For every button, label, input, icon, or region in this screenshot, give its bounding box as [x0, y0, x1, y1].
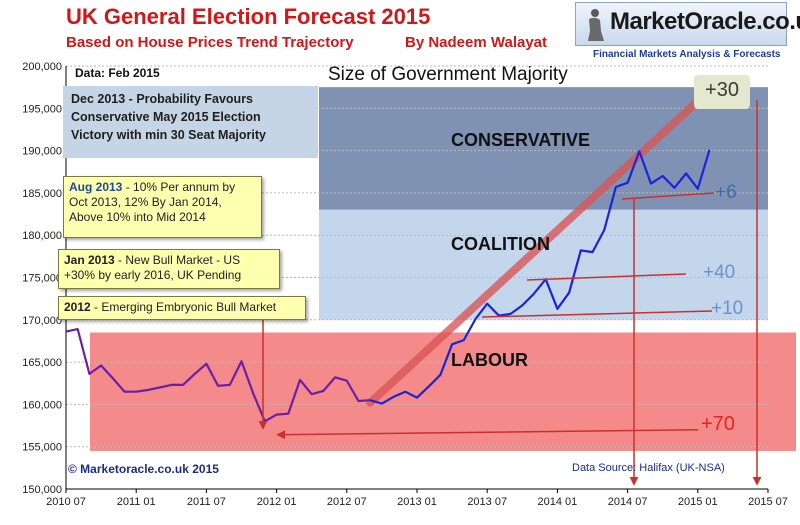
chart-author: By Nadeem Walayat — [405, 34, 548, 51]
majority-plus6: +6 — [715, 182, 737, 203]
x-tick-label: 2014 01 — [538, 496, 578, 508]
dec-2013-note: Dec 2013 - Probability Favours Conservat… — [63, 86, 318, 158]
logo-tagline: Financial Markets Analysis & Forecasts — [593, 49, 781, 60]
y-tick-label: 155,000 — [22, 442, 62, 454]
copyright-note: © Marketoracle.co.uk 2015 — [68, 462, 219, 476]
note-2012: 2012 - Emerging Embryonic Bull Market — [58, 296, 306, 320]
plus70-arrow — [276, 429, 699, 440]
y-tick-label: 195,000 — [22, 103, 62, 115]
majority-plus10: +10 — [711, 298, 744, 319]
y-tick-label: 170,000 — [22, 315, 62, 327]
dec-2013-line: Conservative May 2015 Election — [71, 110, 261, 124]
dec-2013-line: Dec 2013 - Probability Favours — [71, 92, 254, 106]
x-tick-label: 2011 07 — [187, 496, 226, 508]
labour-label: LABOUR — [451, 350, 528, 370]
plus40-line — [526, 273, 687, 281]
y-tick-label: 190,000 — [22, 146, 62, 158]
region-band — [319, 209, 768, 320]
majority-plus70: +70 — [701, 413, 735, 435]
jan-2013-note: Jan 2013 - New Bull Market - US +30% by … — [58, 249, 280, 289]
x-tick-label: 2013 07 — [467, 496, 507, 508]
y-tick-label: 175,000 — [22, 273, 62, 285]
series-line-pre-2012 — [65, 328, 371, 423]
aug-2013-note: Aug 2013 - 10% Per annum by Oct 2013, 12… — [63, 176, 262, 238]
x-tick-label: 2014 07 — [608, 496, 648, 508]
note-2012-head: 2012 — [64, 300, 91, 314]
aug-2013-line: Oct 2013, 12% By Jan 2014, — [69, 195, 222, 209]
jan-2013-head: Jan 2013 — [64, 253, 115, 267]
logo-banner: MarketOracle.co.uk — [575, 2, 800, 46]
coalition-label: COALITION — [451, 234, 550, 254]
jan-2013-line: +30% by early 2016, UK Pending — [64, 268, 242, 282]
x-tick-label: 2015 01 — [678, 496, 718, 508]
y-tick-label: 180,000 — [22, 230, 62, 242]
majority-plus40: +40 — [703, 262, 736, 283]
y-tick-label: 150,000 — [22, 484, 62, 496]
marketoracle-logo: MarketOracle.co.uk Financial Markets Ana… — [575, 2, 800, 60]
conservative-label: CONSERVATIVE — [451, 130, 591, 150]
chart-subtitle: Based on House Prices Trend Trajectory — [66, 34, 354, 51]
plus6-line — [621, 192, 715, 200]
x-tick-label: 2012 01 — [257, 496, 297, 508]
y-tick-label: 160,000 — [22, 399, 62, 411]
y-tick-label: 200,000 — [22, 61, 62, 73]
x-tick-label: 2013 01 — [397, 496, 437, 508]
plus10-line — [481, 310, 713, 318]
region-band — [90, 332, 796, 451]
jan-2013-line: - New Bull Market - US — [114, 253, 241, 267]
logo-name: MarketOracle.co.uk — [610, 8, 800, 35]
x-tick-label: 2011 01 — [117, 496, 156, 508]
y-tick-label: 185,000 — [22, 188, 62, 200]
aug-2013-line: - 10% Per annum by — [122, 180, 236, 194]
x-tick-label: 2012 07 — [327, 496, 367, 508]
y-tick-label: 165,000 — [22, 357, 62, 369]
thinker-icon — [588, 9, 604, 41]
data-source-note: Data Source: Halifax (UK-NSA) — [572, 462, 725, 474]
trend-arrow — [366, 75, 726, 407]
majority-plus30: +30 — [694, 75, 750, 109]
note-2012-text: - Emerging Embryonic Bull Market — [90, 300, 277, 314]
dec-2013-line: Victory with min 30 Seat Majority — [71, 128, 266, 142]
majority-heading: Size of Government Majority — [328, 64, 568, 85]
series-line-post-2012 — [369, 149, 711, 405]
chart-title: UK General Election Forecast 2015 — [66, 4, 431, 29]
x-tick-label: 2010 07 — [46, 496, 86, 508]
aug-2013-head: Aug 2013 — [69, 180, 123, 194]
x-tick-label: 2015 07 — [748, 496, 788, 508]
data-date-label: Data: Feb 2015 — [75, 66, 160, 80]
aug-2013-line: Above 10% into Mid 2014 — [69, 210, 206, 224]
